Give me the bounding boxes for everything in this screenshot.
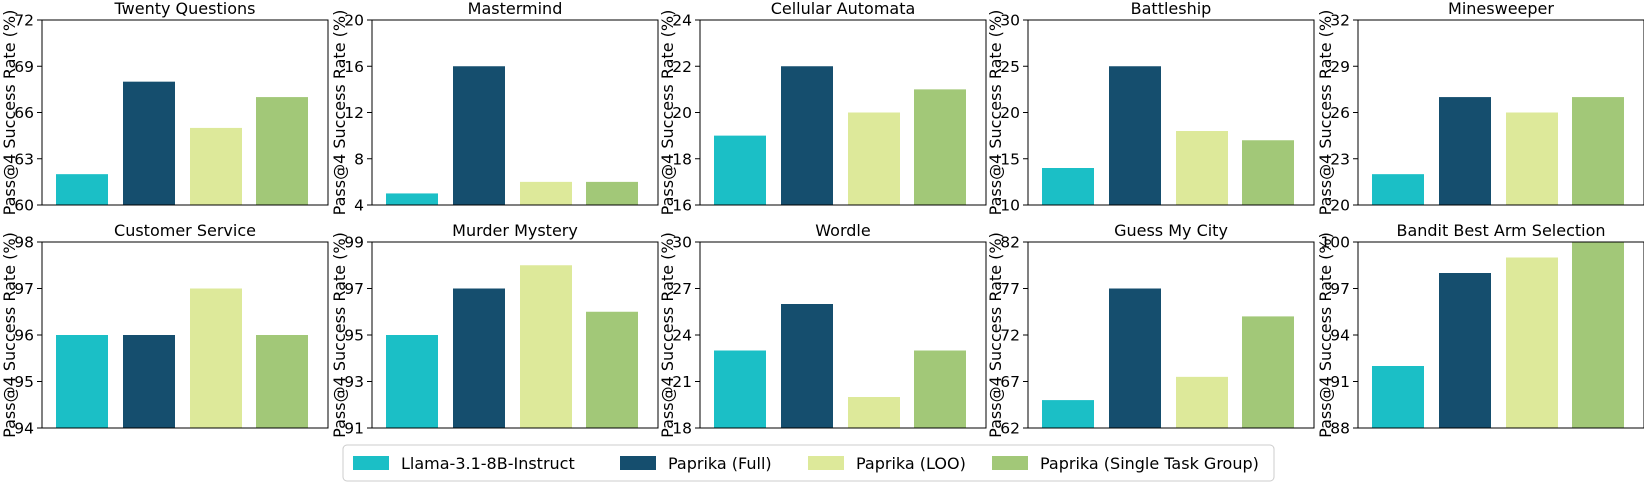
y-tick-label: 4 <box>354 197 364 215</box>
bar-paprika-single-task-group <box>586 312 638 428</box>
panel-title: Customer Service <box>114 221 256 240</box>
legend-swatch-paprika-single-task-group <box>992 456 1028 470</box>
bar-paprika-single-task-group <box>914 351 966 429</box>
bar-llama-3-1-8b-instruct <box>386 335 438 428</box>
legend: Llama-3.1-8B-Instruct Paprika (Full) Papri… <box>343 445 1274 481</box>
bar-paprika-loo <box>1176 377 1228 428</box>
legend-swatch-llama-3-1-8b-instruct <box>353 456 389 470</box>
panel-minesweeper: 20 23 26 29 32 Minesweeper Pass@4 Success Rate… <box>1316 0 1644 215</box>
axes-frame <box>372 20 658 205</box>
bar-paprika-full <box>1439 97 1491 205</box>
panel-title: Wordle <box>815 221 870 240</box>
bar-llama-3-1-8b-instruct <box>714 136 766 205</box>
panel-guess-my-city: 62 67 72 77 82 Guess My City Pass@4 Success Ra… <box>986 221 1314 438</box>
panel-title: Cellular Automata <box>771 0 916 18</box>
panel-twenty-questions: 60 63 66 69 72 Twenty Questions Pass@4 Success… <box>0 0 328 215</box>
bar-llama-3-1-8b-instruct <box>56 335 108 428</box>
panel-customer-service: 94 95 96 97 98 Customer Service Pass@4 Success… <box>0 221 328 438</box>
bar-llama-3-1-8b-instruct <box>56 174 108 205</box>
legend-swatch-paprika-full <box>620 456 656 470</box>
y-axis-label: Pass@4 Success Rate (%) <box>330 232 349 438</box>
panel-title: Guess My City <box>1114 221 1228 240</box>
bar-paprika-full <box>453 289 505 429</box>
bar-llama-3-1-8b-instruct <box>1372 174 1424 205</box>
panel-bandit-best-arm-selection: 88919497100Bandit Best Arm SelectionPass… <box>1316 221 1644 438</box>
bar-paprika-full <box>1439 273 1491 428</box>
panel-title: Battleship <box>1131 0 1212 18</box>
panel-title: Twenty Questions <box>114 0 256 18</box>
bar-paprika-full <box>781 66 833 205</box>
legend-label-llama-3-1-8b-instruct: Llama-3.1-8B-Instruct <box>401 454 575 473</box>
bar-llama-3-1-8b-instruct <box>1042 400 1094 428</box>
panel-battleship: 10 15 20 25 30 Battleship Pass@4 Success Rate … <box>986 0 1314 215</box>
bar-paprika-loo <box>848 397 900 428</box>
y-tick-label: 8 <box>354 150 364 168</box>
bar-paprika-single-task-group <box>256 97 308 205</box>
panel-title: Murder Mystery <box>452 221 578 240</box>
legend-label-paprika-loo: Paprika (LOO) <box>856 454 966 473</box>
bar-llama-3-1-8b-instruct <box>386 193 438 205</box>
y-axis-label: Pass@4 Success Rate (%) <box>986 232 1005 438</box>
bar-paprika-single-task-group <box>586 182 638 205</box>
bar-paprika-full <box>1109 289 1161 429</box>
bar-llama-3-1-8b-instruct <box>1042 168 1094 205</box>
bar-paprika-single-task-group <box>1572 97 1624 205</box>
panel-mastermind: 4 8 12 16 20 Mastermind Pass@4 Success Rate (%… <box>330 0 658 215</box>
y-axis-label: Pass@4 Success Rate (%) <box>330 10 349 216</box>
bar-llama-3-1-8b-instruct <box>1372 366 1424 428</box>
bar-paprika-loo <box>848 113 900 206</box>
bar-paprika-loo <box>1506 113 1558 206</box>
y-axis-label: Pass@4 Success Rate (%) <box>658 232 677 438</box>
y-axis-label: Pass@4 Success Rate (%) <box>1316 10 1335 216</box>
panel-title: Mastermind <box>468 0 563 18</box>
bar-paprika-loo <box>1176 131 1228 205</box>
bar-paprika-single-task-group <box>1572 242 1624 428</box>
bar-paprika-loo <box>520 265 572 428</box>
bar-paprika-single-task-group <box>914 89 966 205</box>
legend-label-paprika-single-task-group: Paprika (Single Task Group) <box>1040 454 1259 473</box>
bar-paprika-loo <box>520 182 572 205</box>
bar-paprika-full <box>123 82 175 205</box>
figure: 6063666972Twenty QuestionsPass@4 Success… <box>0 0 1644 483</box>
bar-paprika-full <box>781 304 833 428</box>
panel-title: Bandit Best Arm Selection <box>1396 221 1605 240</box>
bar-paprika-loo <box>1506 258 1558 429</box>
bar-paprika-full <box>453 66 505 205</box>
y-axis-label: Pass@4 Success Rate (%) <box>1316 232 1335 438</box>
bar-llama-3-1-8b-instruct <box>714 351 766 429</box>
legend-swatch-paprika-loo <box>808 456 844 470</box>
panel-murder-mystery: 9193959799Murder MysteryPass@4 Success R… <box>330 221 658 438</box>
y-axis-label: Pass@4 Success Rate (%) <box>658 10 677 216</box>
bar-paprika-single-task-group <box>1242 140 1294 205</box>
y-axis-label: Pass@4 Success Rate (%) <box>0 232 19 438</box>
bar-paprika-loo <box>190 289 242 429</box>
legend-label-paprika-full: Paprika (Full) <box>668 454 772 473</box>
y-axis-label: Pass@4 Success Rate (%) <box>0 10 19 216</box>
panel-cellular-automata: 16 18 20 22 24 Cellular Automata Pass@4 Succes… <box>658 0 986 215</box>
bar-paprika-single-task-group <box>1242 316 1294 428</box>
bar-paprika-full <box>1109 66 1161 205</box>
y-axis-label: Pass@4 Success Rate (%) <box>986 10 1005 216</box>
panel-title: Minesweeper <box>1448 0 1554 18</box>
panel-wordle: 1821242730WordlePass@4 Success Rate (%) <box>658 221 986 438</box>
bar-paprika-single-task-group <box>256 335 308 428</box>
bar-paprika-full <box>123 335 175 428</box>
bar-paprika-loo <box>190 128 242 205</box>
